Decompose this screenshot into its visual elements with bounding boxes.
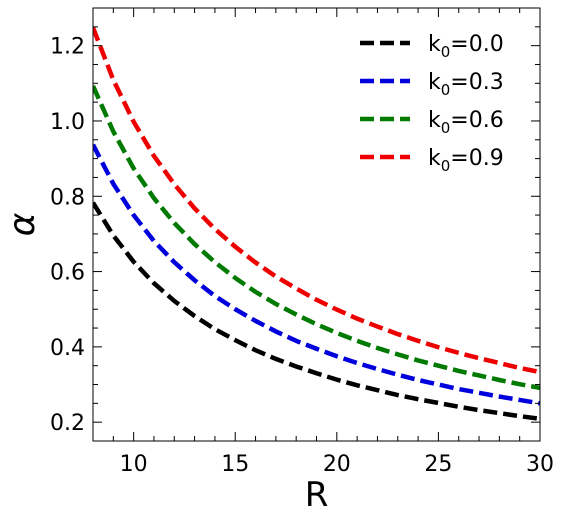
x-tick-label: 30 <box>526 452 554 477</box>
legend-label-sub: 0 <box>441 81 451 99</box>
legend: k0=0.0k0=0.3k0=0.6k0=0.9 <box>360 32 504 175</box>
x-tick-label: 10 <box>120 452 148 477</box>
x-tick-label: 25 <box>424 452 452 477</box>
y-tick-label: 0.2 <box>50 411 85 436</box>
y-tick-label: 0.6 <box>50 261 85 286</box>
series-line-2 <box>93 85 540 391</box>
series-line-3 <box>93 26 540 375</box>
y-tick-label: 1.2 <box>50 35 85 60</box>
series-lines <box>93 26 540 422</box>
legend-label-main: k <box>428 32 441 57</box>
legend-label-main: k <box>428 108 441 133</box>
legend-label-rest: =0.6 <box>450 108 503 133</box>
series-line-0 <box>93 201 540 422</box>
legend-label-sub: 0 <box>441 43 451 61</box>
legend-label-main: k <box>428 70 441 95</box>
legend-label-2: k0=0.6 <box>428 108 504 137</box>
x-axis-title: R <box>305 475 329 515</box>
y-tick-label: 1.0 <box>50 110 85 135</box>
legend-label-0: k0=0.0 <box>428 32 504 61</box>
legend-label-1: k0=0.3 <box>428 70 504 99</box>
x-tick-label: 15 <box>221 452 249 477</box>
legend-label-rest: =0.9 <box>450 146 503 171</box>
legend-label-sub: 0 <box>441 157 451 175</box>
series-line-1 <box>93 143 540 406</box>
legend-label-rest: =0.0 <box>450 32 503 57</box>
legend-label-3: k0=0.9 <box>428 146 504 175</box>
x-tick-label: 20 <box>323 452 351 477</box>
legend-label-rest: =0.3 <box>450 70 503 95</box>
axis-ticks <box>93 8 541 441</box>
legend-label-sub: 0 <box>441 119 451 137</box>
y-tick-label: 0.4 <box>50 336 85 361</box>
y-tick-label: 0.8 <box>50 185 85 210</box>
tick-labels: 10 15 20 25 30 0.2 0.4 0.6 0.8 1.0 1.2 <box>50 35 554 477</box>
y-axis-title: α <box>2 212 43 236</box>
legend-label-main: k <box>428 146 441 171</box>
